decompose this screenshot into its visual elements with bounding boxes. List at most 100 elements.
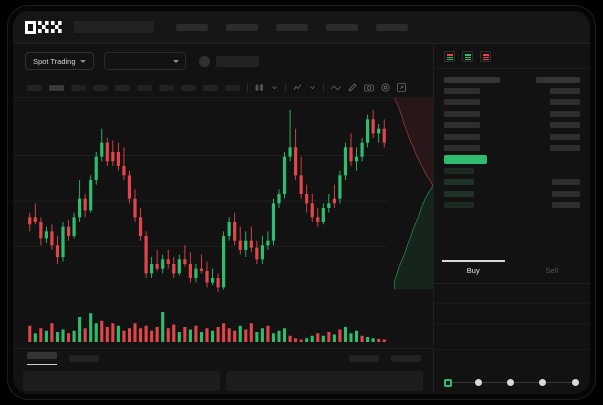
slider-step-75[interactable] xyxy=(539,379,546,386)
timeframe-button-9[interactable] xyxy=(203,84,218,91)
order-field-amount[interactable] xyxy=(434,304,590,324)
candle-type-icon[interactable] xyxy=(255,83,264,92)
timeframe-button-7[interactable] xyxy=(159,84,174,91)
trading-mode-label: Spot Trading xyxy=(33,56,76,66)
candle-series xyxy=(28,110,386,292)
trading-app-window: Spot Trading xyxy=(13,11,590,394)
bottom-panel-right[interactable] xyxy=(226,371,423,391)
nav-item-2[interactable] xyxy=(226,23,258,31)
bid-price xyxy=(444,190,474,197)
orderbook-ask-row[interactable] xyxy=(444,131,580,142)
candle-type-chevron-icon[interactable] xyxy=(271,84,278,91)
timeframe-button-6[interactable] xyxy=(137,84,152,91)
logo-glyph-x xyxy=(51,20,62,34)
tab-buy[interactable]: Buy xyxy=(434,260,513,283)
slider-step-0[interactable] xyxy=(444,378,452,387)
timeframe-button-5[interactable] xyxy=(115,84,130,91)
orderbook-ask-row[interactable] xyxy=(444,108,580,119)
nav-items xyxy=(176,23,408,31)
token-avatar xyxy=(198,55,210,67)
volume-canvas xyxy=(28,312,386,342)
bottom-panel-left[interactable] xyxy=(23,371,220,391)
okx-logo[interactable] xyxy=(25,20,62,34)
timeframe-button-4[interactable] xyxy=(93,84,108,91)
orderbook-mode-asks-icon[interactable] xyxy=(480,51,491,62)
bottom-tab-actions xyxy=(349,355,421,362)
order-field-price[interactable] xyxy=(434,284,590,304)
nav-item-3[interactable] xyxy=(276,23,308,31)
orderbook-last-price-row xyxy=(444,154,580,165)
indicators-chevron-icon[interactable] xyxy=(309,84,316,91)
trading-mode-select[interactable]: Spot Trading xyxy=(25,52,94,70)
orderbook-col-size xyxy=(536,76,580,83)
depth-bid-line xyxy=(394,185,433,290)
timeframe-button-2[interactable] xyxy=(49,84,64,91)
logo-glyph-k xyxy=(38,20,49,34)
ask-size xyxy=(550,88,580,95)
nav-item-1[interactable] xyxy=(176,23,208,31)
orderbook-ask-row[interactable] xyxy=(444,142,580,153)
ask-size xyxy=(550,122,580,129)
bottom-tab-bar xyxy=(13,348,433,368)
amount-slider[interactable] xyxy=(444,378,581,388)
bid-size xyxy=(552,179,580,186)
ask-price xyxy=(444,88,480,95)
ask-price xyxy=(444,110,480,117)
bottom-tab-positions[interactable] xyxy=(69,355,99,362)
bottom-action-2[interactable] xyxy=(391,355,421,362)
timeframe-button-1[interactable] xyxy=(27,84,42,91)
settings-icon[interactable] xyxy=(381,83,390,92)
orderbook-bid-row[interactable] xyxy=(444,165,580,176)
timeframe-button-10[interactable] xyxy=(225,84,240,91)
slider-step-100[interactable] xyxy=(572,379,579,386)
orderbook-mode-bids-icon[interactable] xyxy=(462,51,473,62)
market-stats xyxy=(281,60,305,63)
orderbook-ask-row[interactable] xyxy=(444,97,580,108)
bid-price xyxy=(444,201,474,208)
orderbook-bid-row[interactable] xyxy=(444,188,580,199)
order-field-total[interactable] xyxy=(434,324,590,350)
timeframe-button-3[interactable] xyxy=(71,84,86,91)
line-tool-icon[interactable] xyxy=(331,83,341,92)
search-input[interactable] xyxy=(74,21,154,33)
toolbar-divider xyxy=(285,83,286,92)
bid-price xyxy=(444,167,474,174)
last-price-badge xyxy=(444,154,487,164)
indicators-icon[interactable] xyxy=(293,83,302,92)
pencil-icon[interactable] xyxy=(348,83,357,92)
chart-gridlines xyxy=(13,155,387,247)
orderbook-rows[interactable] xyxy=(434,69,590,211)
orderbook-header-row xyxy=(444,74,580,85)
ask-price xyxy=(444,122,480,129)
orderbook-ask-row[interactable] xyxy=(444,85,580,96)
ask-size xyxy=(550,133,580,140)
camera-icon[interactable] xyxy=(364,83,374,92)
orderbook-col-price xyxy=(444,76,500,83)
nav-item-4[interactable] xyxy=(326,23,358,31)
depth-ask-area xyxy=(394,98,433,186)
orderbook-bid-row[interactable] xyxy=(444,199,580,210)
slider-step-50[interactable] xyxy=(507,379,514,386)
ask-size xyxy=(550,110,580,117)
tab-sell[interactable]: Sell xyxy=(545,266,558,275)
orderbook-ask-row[interactable] xyxy=(444,120,580,131)
nav-item-5[interactable] xyxy=(376,23,408,31)
fullscreen-icon[interactable] xyxy=(397,83,406,92)
timeframe-button-8[interactable] xyxy=(181,84,196,91)
top-navigation-bar xyxy=(13,11,590,44)
chevron-down-icon xyxy=(79,59,86,63)
bottom-action-1[interactable] xyxy=(349,355,379,362)
bottom-panels xyxy=(13,371,433,394)
bottom-tab-label xyxy=(27,351,57,359)
depth-ask-line xyxy=(394,98,433,186)
orderbook-bid-row[interactable] xyxy=(444,177,580,188)
chevron-down-icon xyxy=(172,59,179,63)
candlestick-chart[interactable] xyxy=(13,98,433,306)
pair-select[interactable] xyxy=(103,52,186,70)
buy-sell-tabs: Buy Sell xyxy=(434,260,590,284)
active-tab-underline xyxy=(27,363,57,366)
orderbook-mode-both-icon[interactable] xyxy=(444,51,455,62)
slider-step-25[interactable] xyxy=(475,379,482,386)
toolbar-divider xyxy=(323,83,324,92)
bottom-tab-orders[interactable] xyxy=(27,351,57,366)
